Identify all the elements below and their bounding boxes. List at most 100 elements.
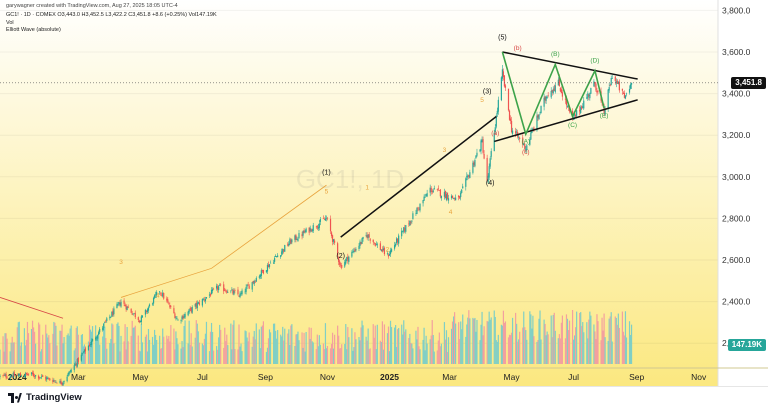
candle-body: [318, 223, 320, 228]
candle: [340, 262, 342, 268]
candle-body: [288, 243, 290, 246]
volume-bar: [238, 324, 240, 364]
candle: [224, 288, 226, 292]
volume-bar: [624, 311, 627, 364]
candle-body: [317, 226, 319, 229]
wave-label: (A): [521, 139, 530, 146]
tradingview-logo[interactable]: TradingView: [8, 392, 82, 403]
volume-bar: [380, 342, 382, 364]
volume-bar: [41, 349, 43, 364]
candle: [382, 245, 385, 252]
volume-bar: [311, 341, 313, 364]
candle-body: [510, 120, 513, 133]
candle: [539, 111, 541, 116]
candle-body: [19, 373, 21, 376]
candle: [281, 248, 283, 257]
candle: [118, 301, 120, 307]
candle-body: [268, 264, 271, 267]
candle: [493, 129, 495, 152]
candle-body: [47, 377, 49, 379]
volume-bar: [546, 331, 548, 364]
candle-body: [277, 255, 279, 258]
candle: [220, 283, 222, 287]
y-tick-label: 2,400.0: [722, 297, 751, 307]
candle: [191, 305, 193, 314]
volume-bar: [583, 332, 585, 364]
candle-body: [523, 143, 525, 146]
volume-bar: [32, 327, 35, 364]
volume-bar: [590, 315, 592, 364]
candle: [0, 374, 1, 380]
candle-body: [355, 249, 357, 251]
candle: [26, 372, 29, 376]
candle: [447, 194, 450, 204]
volume-bar: [368, 349, 370, 364]
volume-bar: [475, 331, 477, 364]
volume-bar: [482, 335, 484, 364]
candle: [581, 105, 583, 110]
volume-bar: [198, 342, 200, 364]
candle-body: [516, 131, 518, 133]
candle: [522, 134, 524, 148]
candle: [130, 308, 132, 314]
volume-bar: [628, 321, 631, 364]
volume-bar: [261, 325, 263, 364]
volume-bar: [127, 341, 129, 364]
candle-body: [366, 235, 368, 238]
candle: [283, 249, 285, 254]
volume-bar: [230, 323, 232, 364]
candle-body: [109, 316, 111, 319]
volume-bar: [180, 348, 182, 364]
candle-body: [138, 320, 140, 323]
candle-body: [127, 306, 129, 308]
candle-body: [564, 98, 567, 100]
candle-body: [303, 230, 305, 234]
candle: [106, 316, 108, 323]
volume-bar: [353, 347, 355, 364]
candle: [511, 127, 514, 137]
volume-bar: [98, 333, 100, 364]
volume-bar: [553, 312, 555, 364]
candle: [39, 376, 41, 380]
candle-body: [273, 258, 276, 262]
candle-body: [283, 249, 285, 252]
candle-body: [5, 373, 7, 378]
candle-body: [445, 194, 448, 200]
volume-bar: [268, 329, 271, 364]
candle-body: [56, 382, 58, 384]
candle: [583, 97, 585, 110]
candle: [389, 247, 392, 258]
volume-bar: [533, 336, 535, 364]
candle: [246, 283, 248, 290]
candle: [187, 310, 189, 317]
volume-bar: [530, 314, 532, 364]
candle: [226, 289, 228, 294]
candle: [303, 227, 305, 234]
candle: [123, 298, 125, 307]
volume-bar: [381, 321, 383, 364]
volume-bar: [358, 337, 360, 364]
volume-bar: [589, 311, 591, 364]
volume-bar: [227, 345, 229, 364]
candle: [9, 374, 11, 381]
candle-body: [472, 162, 474, 173]
candle-body: [581, 106, 583, 109]
candle: [540, 105, 542, 114]
candle-body: [62, 382, 64, 386]
volume-bar: [267, 338, 270, 364]
volume-bar: [379, 340, 381, 364]
candle-body: [596, 90, 598, 93]
candle: [176, 316, 178, 320]
candle: [3, 372, 5, 377]
candle-body: [382, 248, 385, 251]
volume-bar: [519, 331, 521, 364]
volume-bar: [572, 339, 575, 364]
candle-body: [131, 313, 133, 315]
candle: [417, 206, 419, 212]
candle-body: [630, 82, 633, 85]
volume-bar: [315, 349, 317, 364]
candle-body: [23, 375, 26, 377]
volume-bar: [309, 338, 311, 364]
candle: [289, 237, 291, 246]
